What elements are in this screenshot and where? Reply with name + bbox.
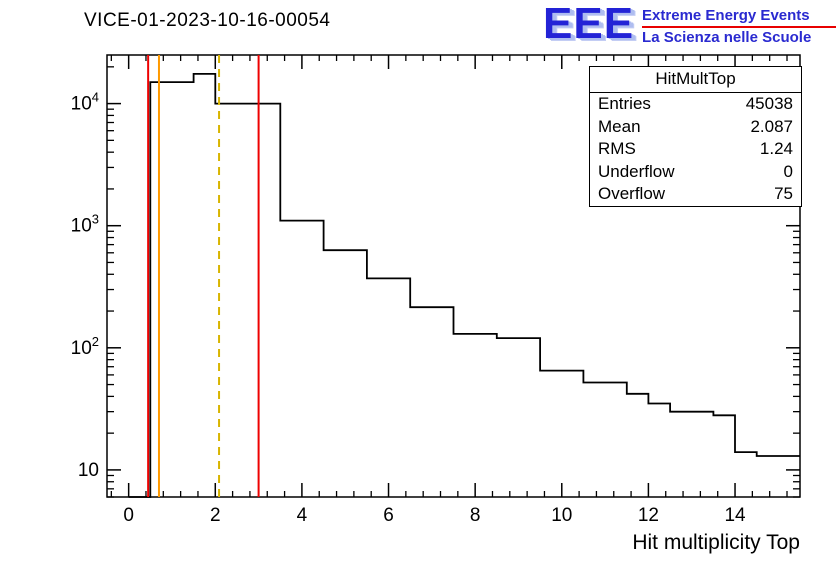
histogram-line-layer (128, 73, 800, 498)
svg-text:103: 103 (71, 212, 99, 237)
stats-value: 1.24 (759, 139, 793, 158)
stats-box-title: HitMultTop (590, 67, 801, 93)
svg-text:102: 102 (71, 334, 99, 359)
svg-text:104: 104 (71, 90, 99, 115)
stats-label: Entries (598, 94, 651, 113)
svg-text:12: 12 (638, 505, 659, 526)
svg-text:14: 14 (724, 505, 746, 526)
eee-logo-line2: La Scienza nelle Scuole (642, 29, 812, 46)
eee-logo: EEE Extreme Energy Events La Scienza nel… (543, 0, 836, 48)
stats-value: 75 (774, 184, 793, 203)
svg-text:10: 10 (551, 505, 572, 526)
svg-text:6: 6 (383, 505, 394, 526)
stats-label: Overflow (598, 184, 666, 203)
stats-row: Entries 45038 (590, 93, 801, 116)
svg-text:2: 2 (210, 505, 221, 526)
x-axis-title: Hit multiplicity Top (632, 531, 800, 554)
stats-row: RMS 1.24 (590, 138, 801, 161)
eee-logo-red-divider (642, 26, 836, 28)
histogram-step-line (128, 73, 800, 498)
plot-frame (106, 54, 801, 498)
stats-row: Overflow 75 (590, 183, 801, 206)
svg-text:0: 0 (123, 505, 134, 526)
stats-value: 45038 (745, 94, 793, 113)
eee-logo-text: Extreme Energy Events La Scienza nelle S… (642, 5, 836, 47)
eee-logo-line1: Extreme Energy Events (642, 7, 810, 24)
stats-row: Mean 2.087 (590, 116, 801, 139)
svg-text:10: 10 (78, 460, 99, 481)
stats-label: Underflow (598, 161, 675, 181)
stats-value: 0 (783, 161, 793, 181)
page-title: VICE-01-2023-10-16-00054 (84, 10, 331, 31)
stats-value: 2.087 (750, 116, 793, 136)
eee-logo-letters: EEE (543, 0, 635, 48)
stats-box: HitMultTop Entries 45038 Mean 2.087 RMS … (589, 66, 802, 207)
marker-lines-layer (147, 55, 260, 497)
stats-row: Underflow 0 (590, 161, 801, 184)
svg-text:8: 8 (470, 505, 481, 526)
stats-label: RMS (598, 139, 636, 158)
stats-label: Mean (598, 116, 641, 136)
svg-text:4: 4 (297, 505, 308, 526)
